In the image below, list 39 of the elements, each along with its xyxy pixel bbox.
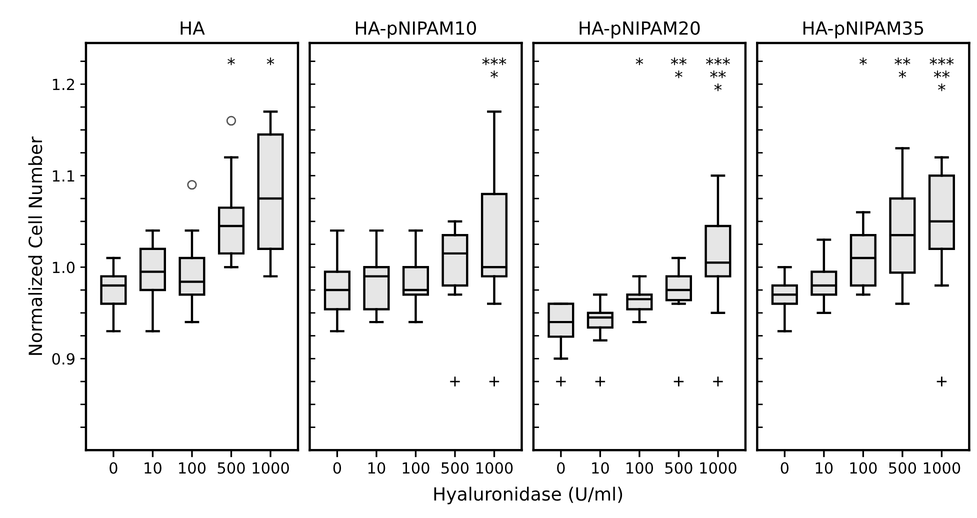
annotation: * xyxy=(860,58,867,66)
chart-title: HA xyxy=(180,21,205,35)
x-tick-label: 0 xyxy=(780,462,789,474)
chart-title: HA-pNIPAM35 xyxy=(803,21,924,38)
x-tick-label: 500 xyxy=(218,462,245,474)
annotation: *** ** * xyxy=(706,58,730,92)
annotation: *** * xyxy=(482,58,506,78)
annotation: * xyxy=(228,58,235,66)
x-tick-label: 1000 xyxy=(924,462,960,474)
y-tick-label: 1.2 xyxy=(52,78,74,90)
x-tick-label: 10 xyxy=(816,462,833,474)
x-tick-label: 100 xyxy=(179,462,206,474)
x-axis-title: Hyaluronidase (U/ml) xyxy=(434,486,622,504)
chart-title: HA-pNIPAM10 xyxy=(356,21,476,38)
annotation: * xyxy=(636,58,644,66)
annotation: ** * xyxy=(670,58,687,78)
x-tick-label: 10 xyxy=(592,462,609,474)
annotation: ** * xyxy=(894,58,910,78)
y-tick-label: 1.0 xyxy=(52,262,75,274)
annotation: *** ** * xyxy=(930,58,954,92)
x-tick-label: 0 xyxy=(333,462,342,474)
y-tick-label: 0.9 xyxy=(52,353,74,365)
x-tick-label: 100 xyxy=(850,462,877,474)
y-axis-title: Normalized Cell Number xyxy=(28,136,42,355)
x-tick-label: 0 xyxy=(557,462,565,474)
x-tick-label: 500 xyxy=(889,462,916,474)
x-tick-label: 1000 xyxy=(252,462,289,474)
x-tick-label: 500 xyxy=(665,462,692,474)
chart-title: HA-pNIPAM20 xyxy=(580,21,700,38)
x-tick-label: 1000 xyxy=(700,462,736,474)
x-tick-label: 10 xyxy=(368,462,386,474)
x-tick-label: 10 xyxy=(144,462,162,474)
x-tick-label: 100 xyxy=(402,462,430,474)
x-tick-label: 500 xyxy=(442,462,469,474)
annotation: * xyxy=(266,58,274,66)
x-tick-label: 0 xyxy=(110,462,118,474)
x-tick-label: 100 xyxy=(626,462,654,474)
y-tick-label: 1.1 xyxy=(52,170,74,182)
x-tick-label: 1000 xyxy=(476,462,513,474)
